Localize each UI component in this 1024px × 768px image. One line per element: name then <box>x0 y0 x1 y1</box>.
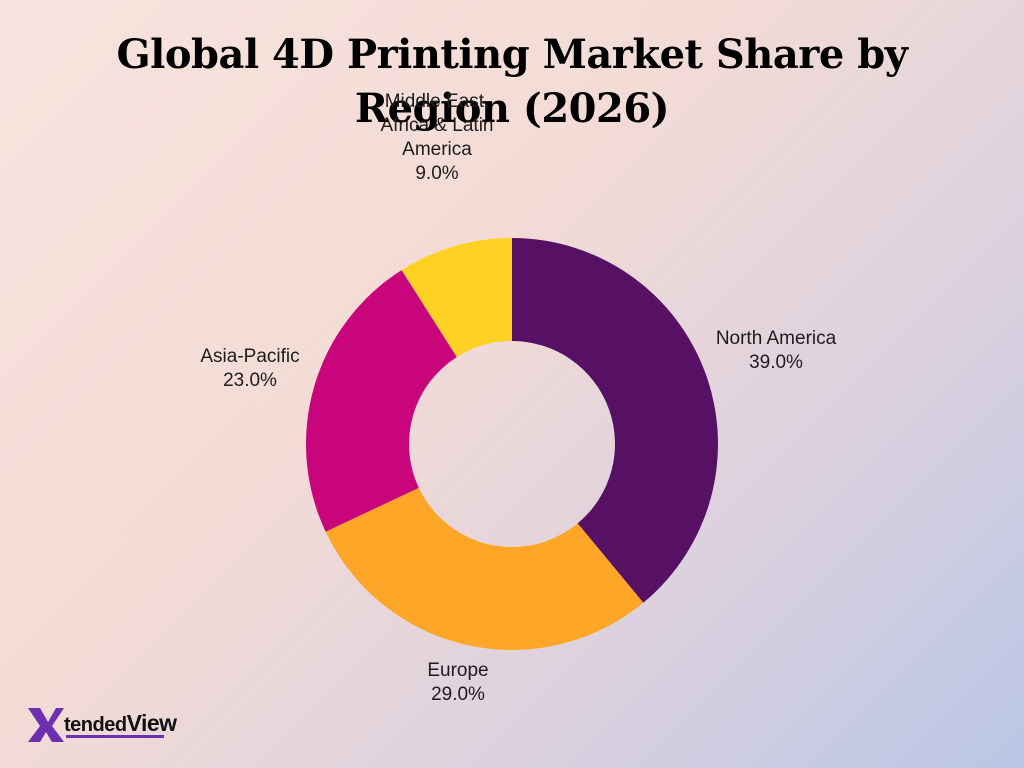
labels-group: North America 39.0% Europe 29.0% Asia-Pacifi… <box>200 91 836 705</box>
logo-text-prefix: tended <box>64 714 127 736</box>
slice-category-label: Europe <box>427 660 488 681</box>
slice-value-label: 9.0% <box>415 163 458 184</box>
xtendedview-logo: tendedView <box>26 700 226 748</box>
slice-value-label: 23.0% <box>223 370 277 391</box>
logo-text-suffix: View <box>126 710 178 736</box>
x-logo-icon <box>28 708 64 742</box>
slice-value-label: 29.0% <box>431 684 485 705</box>
chart-title: Global 4D Printing Market Share by Regio… <box>116 31 908 132</box>
slice-category-label: Asia-Pacific <box>200 346 299 367</box>
logo-text: tendedView <box>64 710 177 737</box>
slice-category-label: Africa & Latin <box>381 115 494 136</box>
slice-europe <box>325 487 644 650</box>
slice-asia-pacific <box>306 270 457 532</box>
slices-group <box>306 238 718 650</box>
logo-underline <box>66 735 164 738</box>
slice-middle-east-africa-latin-america <box>401 238 512 358</box>
slice-category-label: Middle East, <box>385 91 490 112</box>
slice-value-label: 39.0% <box>749 352 803 373</box>
slice-category-label: North America <box>716 328 837 349</box>
slice-category-label: America <box>402 139 472 160</box>
slice-north-america <box>512 238 718 603</box>
